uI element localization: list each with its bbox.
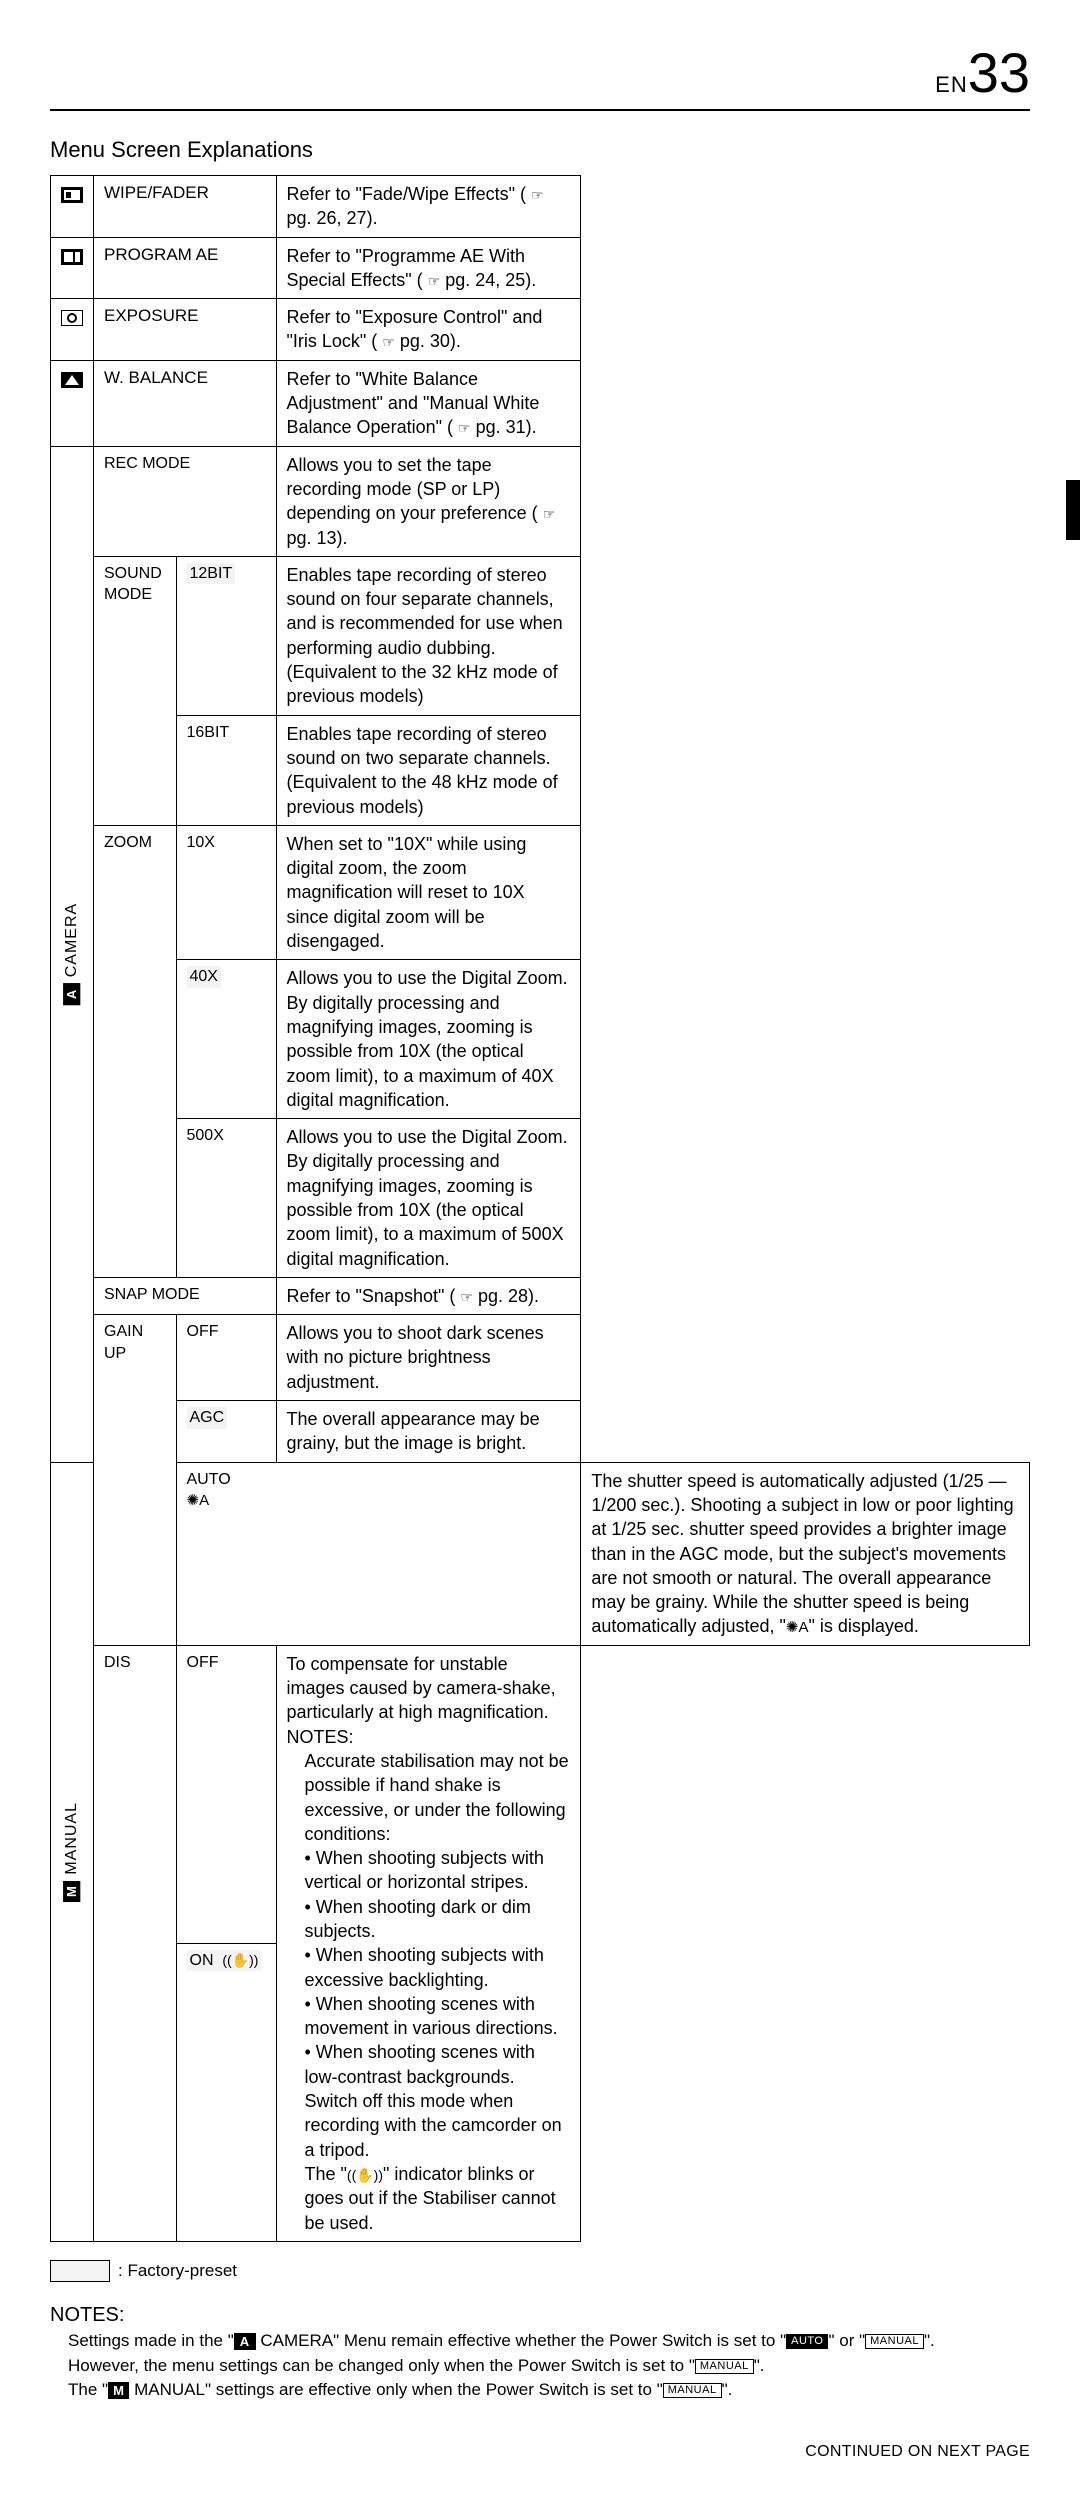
- m-label-icon: M: [108, 2382, 129, 2399]
- zoom-500x-opt: 500X: [176, 1119, 276, 1278]
- dis-on-opt: ON ((✋)): [176, 1943, 276, 2241]
- edge-tab: [1066, 480, 1080, 540]
- manual-m-icon: M: [64, 1880, 81, 1901]
- manual-label-icon: MANUAL: [663, 2383, 722, 2398]
- sound-12bit-desc: Enables tape recording of stereo sound o…: [276, 556, 581, 715]
- sound-16bit-desc: Enables tape recording of stereo sound o…: [276, 715, 581, 825]
- page-number: 33: [968, 41, 1030, 104]
- gainup-label: GAIN UP: [94, 1315, 177, 1646]
- page-lang: EN: [935, 72, 968, 97]
- zoom-10x-desc: When set to "10X" while using digital zo…: [276, 825, 581, 959]
- continued-label: CONTINUED ON NEXT PAGE: [50, 2443, 1030, 2461]
- page: EN33 Menu Screen Explanations WIPE/FADER…: [0, 0, 1080, 2511]
- notes-title: NOTES:: [50, 2304, 1030, 2327]
- recmode-desc: Allows you to set the tape recording mod…: [276, 446, 581, 556]
- page-ref-icon: ☞: [428, 273, 441, 289]
- zoom-500x-desc: Allows you to use the Digital Zoom. By d…: [276, 1119, 581, 1278]
- dis-off-opt: OFF: [176, 1645, 276, 1943]
- gain-auto-symbol: ✺A: [187, 1492, 210, 1509]
- page-ref-icon: ☞: [382, 334, 395, 350]
- page-header: EN33: [50, 40, 1030, 111]
- section-title: Menu Screen Explanations: [50, 137, 1030, 163]
- gain-off-opt: OFF: [176, 1315, 276, 1401]
- zoom-40x-opt: 40X: [176, 960, 276, 1119]
- menu-table: WIPE/FADER Refer to "Fade/Wipe Effects" …: [50, 175, 1030, 2242]
- snapmode-label: SNAP MODE: [94, 1277, 277, 1314]
- auto-label-icon: AUTO: [786, 2334, 828, 2349]
- zoom-40x-desc: Allows you to use the Digital Zoom. By d…: [276, 960, 581, 1119]
- notes-body: Settings made in the "A CAMERA" Menu rem…: [50, 2329, 1030, 2403]
- wipe-desc: Refer to "Fade/Wipe Effects" ( ☞ pg. 26,…: [276, 176, 581, 238]
- gain-auto-inline-symbol: ✺A: [786, 1619, 809, 1636]
- exposure-desc: Refer to "Exposure Control" and "Iris Lo…: [276, 299, 581, 361]
- sound-16bit-opt: 16BIT: [176, 715, 276, 825]
- camera-section: A CAMERA: [51, 446, 94, 1462]
- a-label-icon: A: [234, 2333, 256, 2350]
- page-ref-icon: ☞: [458, 420, 471, 436]
- manual-label-icon: MANUAL: [695, 2359, 754, 2374]
- soundmode-label: SOUND MODE: [94, 556, 177, 825]
- manual-label-icon: MANUAL: [865, 2334, 924, 2349]
- page-ref-icon: ☞: [460, 1289, 473, 1305]
- factory-box-icon: [50, 2260, 110, 2282]
- stabiliser-icon: ((✋)): [347, 2167, 383, 2183]
- snapmode-desc: Refer to "Snapshot" ( ☞ pg. 28).: [276, 1277, 581, 1314]
- wipe-icon: [51, 176, 94, 238]
- gain-auto-opt: AUTO ✺A: [176, 1462, 581, 1645]
- zoom-label: ZOOM: [94, 825, 177, 1277]
- programae-desc: Refer to "Programme AE With Special Effe…: [276, 237, 581, 299]
- exposure-label: EXPOSURE: [94, 299, 277, 361]
- page-ref-icon: ☞: [543, 506, 556, 522]
- recmode-label: REC MODE: [94, 446, 277, 556]
- wbalance-icon: [51, 360, 94, 446]
- dis-label: DIS: [94, 1645, 177, 2241]
- page-ref-icon: ☞: [531, 187, 544, 203]
- gain-agc-desc: The overall appearance may be grainy, bu…: [276, 1401, 581, 1463]
- dis-desc: To compensate for unstable images caused…: [276, 1645, 581, 2241]
- camera-a-icon: A: [64, 983, 81, 1005]
- wbalance-desc: Refer to "White Balance Adjustment" and …: [276, 360, 581, 446]
- exposure-icon: [51, 299, 94, 361]
- stabiliser-icon: ((✋)): [222, 1952, 258, 1968]
- gain-off-desc: Allows you to shoot dark scenes with no …: [276, 1315, 581, 1401]
- manual-section: M MANUAL: [51, 1462, 94, 2241]
- zoom-10x-opt: 10X: [176, 825, 276, 959]
- wbalance-label: W. BALANCE: [94, 360, 277, 446]
- wipe-label: WIPE/FADER: [94, 176, 277, 238]
- programae-label: PROGRAM AE: [94, 237, 277, 299]
- sound-12bit-opt: 12BIT: [176, 556, 276, 715]
- gain-agc-opt: AGC: [176, 1401, 276, 1463]
- programae-icon: [51, 237, 94, 299]
- factory-preset-legend: : Factory-preset: [50, 2260, 1030, 2282]
- gain-auto-desc: The shutter speed is automatically adjus…: [581, 1462, 1030, 1645]
